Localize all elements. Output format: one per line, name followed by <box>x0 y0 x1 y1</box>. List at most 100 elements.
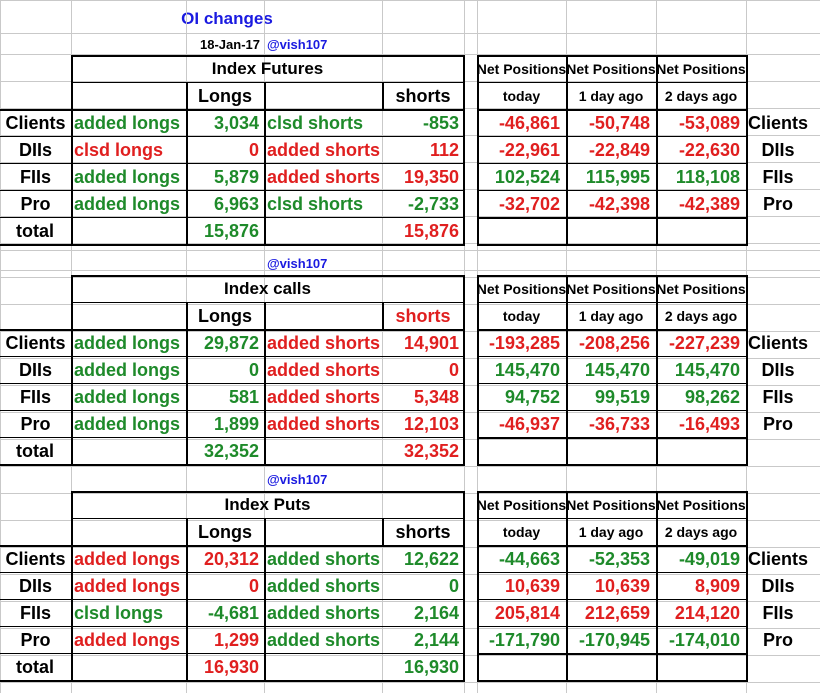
net-positions-header[interactable]: Net Positions <box>566 496 656 513</box>
short-value[interactable]: 0 <box>448 359 459 380</box>
short-action[interactable]: added shorts <box>267 602 381 623</box>
long-value[interactable]: 20,312 <box>203 548 259 569</box>
total-shorts[interactable]: 15,876 <box>403 220 459 241</box>
net-position-value[interactable]: -42,389 <box>678 193 740 214</box>
net-position-value[interactable]: 98,262 <box>684 386 740 407</box>
net-position-value[interactable]: -32,702 <box>498 193 560 214</box>
net-position-value[interactable]: 145,470 <box>584 359 650 380</box>
long-action[interactable]: clsd longs <box>74 602 164 623</box>
participant-name-right[interactable]: DIIs <box>761 139 795 160</box>
short-value[interactable]: 14,901 <box>403 332 459 353</box>
short-value[interactable]: 5,348 <box>413 386 459 407</box>
short-action[interactable]: added shorts <box>267 166 381 187</box>
net-position-value[interactable]: -50,748 <box>588 112 650 133</box>
short-action[interactable]: added shorts <box>267 413 381 434</box>
net-period-header[interactable]: 1 day ago <box>578 307 644 324</box>
long-action[interactable]: added longs <box>74 386 181 407</box>
participant-name[interactable]: Pro <box>20 629 51 650</box>
net-position-value[interactable]: -171,790 <box>488 629 560 650</box>
short-value[interactable]: 12,622 <box>403 548 459 569</box>
net-positions-header[interactable]: Net Positions <box>476 496 567 513</box>
net-period-header[interactable]: 2 days ago <box>664 523 738 540</box>
participant-name[interactable]: Clients <box>5 332 66 353</box>
participant-name-right[interactable]: Pro <box>762 629 793 650</box>
short-action[interactable]: added shorts <box>267 575 381 596</box>
participant-name-right[interactable]: Pro <box>762 193 793 214</box>
participant-name-right[interactable]: Clients <box>747 332 808 353</box>
total-label[interactable]: total <box>16 656 54 677</box>
net-position-value[interactable]: -208,256 <box>578 332 650 353</box>
long-action[interactable]: added longs <box>74 413 181 434</box>
net-positions-header[interactable]: Net Positions <box>476 60 567 77</box>
participant-name[interactable]: DIIs <box>18 359 52 380</box>
net-position-value[interactable]: 145,470 <box>494 359 560 380</box>
participant-name-right[interactable]: FIIs <box>762 602 794 623</box>
short-value[interactable]: 12,103 <box>403 413 459 434</box>
net-position-value[interactable]: -22,630 <box>678 139 740 160</box>
short-action[interactable]: clsd shorts <box>267 112 364 133</box>
participant-name-right[interactable]: DIIs <box>761 575 795 596</box>
long-value[interactable]: 0 <box>248 575 259 596</box>
net-position-value[interactable]: -46,937 <box>498 413 560 434</box>
net-position-value[interactable]: -36,733 <box>588 413 650 434</box>
long-value[interactable]: 0 <box>248 139 259 160</box>
short-value[interactable]: 0 <box>448 575 459 596</box>
net-period-header[interactable]: 1 day ago <box>578 87 644 104</box>
long-value[interactable]: 1,899 <box>213 413 259 434</box>
long-action[interactable]: added longs <box>74 548 181 569</box>
net-period-header[interactable]: today <box>502 307 541 324</box>
participant-name[interactable]: Pro <box>20 413 51 434</box>
net-position-value[interactable]: 205,814 <box>494 602 560 623</box>
participant-name[interactable]: FIIs <box>19 602 51 623</box>
long-action[interactable]: clsd longs <box>74 139 164 160</box>
net-position-value[interactable]: -193,285 <box>488 332 560 353</box>
shorts-header[interactable]: shorts <box>395 85 451 106</box>
total-shorts[interactable]: 16,930 <box>403 656 459 677</box>
section-handle[interactable]: @vish107 <box>267 471 328 487</box>
total-longs[interactable]: 15,876 <box>203 220 259 241</box>
long-value[interactable]: 6,963 <box>213 193 259 214</box>
net-position-value[interactable]: 99,519 <box>594 386 650 407</box>
short-action[interactable]: added shorts <box>267 139 381 160</box>
net-position-value[interactable]: -16,493 <box>678 413 740 434</box>
total-label[interactable]: total <box>16 220 54 241</box>
short-value[interactable]: 112 <box>429 139 459 160</box>
short-value[interactable]: 19,350 <box>403 166 459 187</box>
shorts-header[interactable]: shorts <box>395 521 451 542</box>
section-handle[interactable]: @vish107 <box>267 255 328 271</box>
total-longs[interactable]: 32,352 <box>203 440 259 461</box>
participant-name-right[interactable]: Pro <box>762 413 793 434</box>
short-action[interactable]: added shorts <box>267 332 381 353</box>
net-position-value[interactable]: -174,010 <box>668 629 740 650</box>
long-action[interactable]: added longs <box>74 359 181 380</box>
short-action[interactable]: added shorts <box>267 629 381 650</box>
net-position-value[interactable]: -22,961 <box>498 139 560 160</box>
net-position-value[interactable]: 8,909 <box>694 575 740 596</box>
participant-name-right[interactable]: FIIs <box>762 386 794 407</box>
short-value[interactable]: 2,144 <box>413 629 459 650</box>
net-position-value[interactable]: -53,089 <box>678 112 740 133</box>
short-action[interactable]: added shorts <box>267 359 381 380</box>
total-label[interactable]: total <box>16 440 54 461</box>
net-position-value[interactable]: -42,398 <box>588 193 650 214</box>
participant-name[interactable]: FIIs <box>19 166 51 187</box>
net-period-header[interactable]: 1 day ago <box>578 523 644 540</box>
section-title[interactable]: Index calls <box>224 279 311 298</box>
net-position-value[interactable]: -22,849 <box>588 139 650 160</box>
section-title[interactable]: Index Puts <box>224 495 311 514</box>
short-value[interactable]: -2,733 <box>407 193 459 214</box>
net-positions-header[interactable]: Net Positions <box>656 60 746 77</box>
participant-name-right[interactable]: Clients <box>747 548 808 569</box>
net-period-header[interactable]: today <box>502 523 541 540</box>
short-value[interactable]: -853 <box>422 112 459 133</box>
participant-name[interactable]: DIIs <box>18 575 52 596</box>
net-position-value[interactable]: 102,524 <box>494 166 560 187</box>
net-position-value[interactable]: -46,861 <box>498 112 560 133</box>
participant-name[interactable]: Clients <box>5 548 66 569</box>
total-longs[interactable]: 16,930 <box>203 656 259 677</box>
total-shorts[interactable]: 32,352 <box>403 440 459 461</box>
long-action[interactable]: added longs <box>74 332 181 353</box>
long-action[interactable]: added longs <box>74 112 181 133</box>
long-action[interactable]: added longs <box>74 629 181 650</box>
net-period-header[interactable]: 2 days ago <box>664 307 738 324</box>
